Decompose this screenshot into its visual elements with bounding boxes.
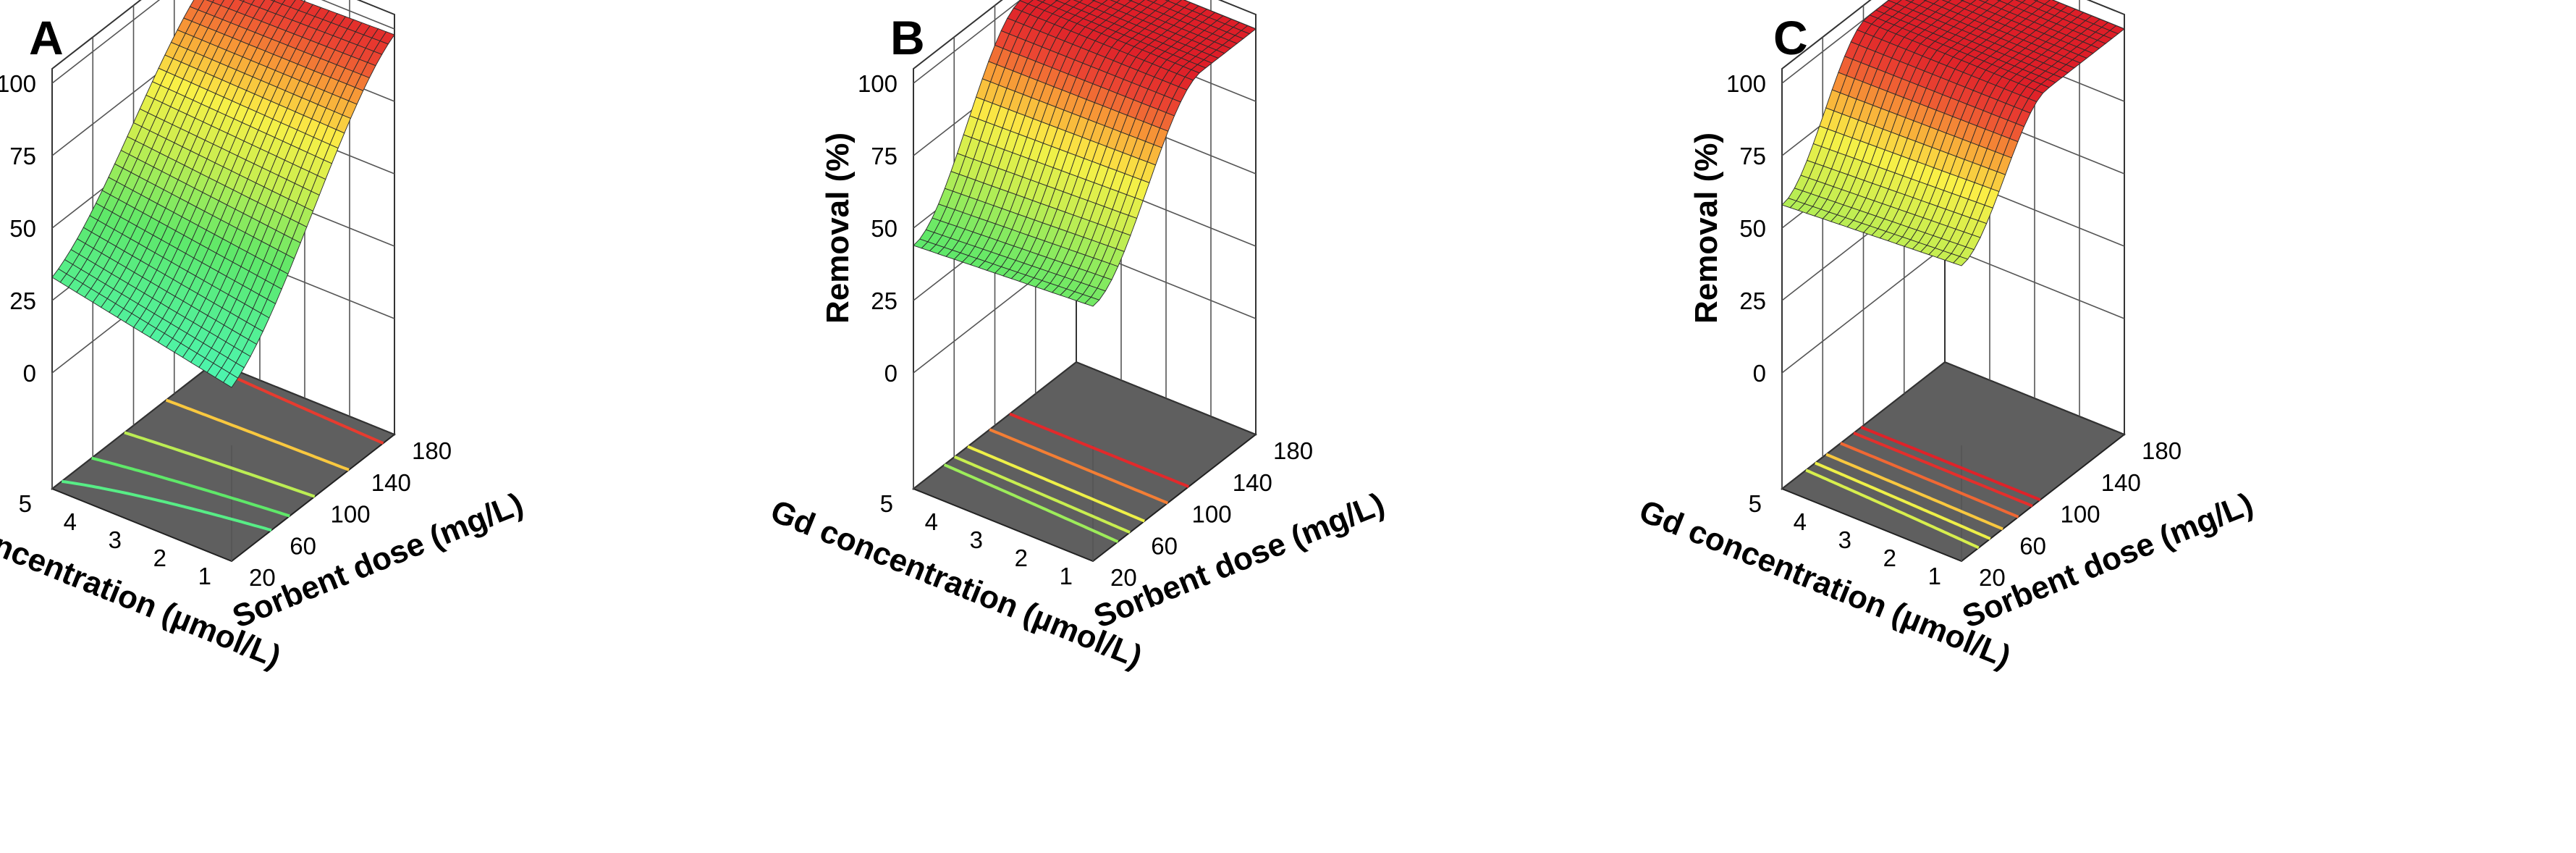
contour-line bbox=[943, 463, 1119, 543]
z-tick-label: 25 bbox=[1739, 287, 1766, 314]
z-tick-label: 75 bbox=[871, 143, 898, 169]
contour-line bbox=[967, 445, 1146, 523]
z-tick-label: 50 bbox=[9, 215, 36, 242]
contour-line bbox=[1825, 453, 2003, 531]
z-tick-label: 100 bbox=[1726, 70, 1766, 97]
y-tick-label: 100 bbox=[2061, 501, 2100, 528]
contour-line bbox=[209, 364, 384, 445]
y-tick-label: 60 bbox=[2019, 532, 2046, 559]
surface-patch bbox=[1084, 296, 1100, 307]
panel-label: A bbox=[29, 11, 64, 64]
z-tick-label: 0 bbox=[884, 360, 898, 387]
contour-line bbox=[1009, 412, 1190, 488]
y-tick-label: 180 bbox=[412, 437, 452, 464]
z-tick-label: 75 bbox=[1739, 143, 1766, 169]
contour-line bbox=[1805, 468, 1980, 550]
x-tick-label: 3 bbox=[1838, 526, 1851, 553]
z-tick-label: 75 bbox=[9, 143, 36, 169]
y-tick-label: 20 bbox=[1110, 564, 1137, 591]
z-axis-title: Removal (%) bbox=[820, 133, 856, 324]
y-tick-label: 180 bbox=[2142, 437, 2182, 464]
x-tick-label: 1 bbox=[198, 563, 211, 589]
contour-line bbox=[1840, 442, 2019, 518]
contour-line bbox=[124, 431, 316, 498]
y-tick-label: 140 bbox=[1233, 469, 1272, 496]
z-axis-title: Removal (%) bbox=[1689, 133, 1724, 324]
panel-label: B bbox=[890, 11, 925, 64]
x-tick-label: 4 bbox=[64, 508, 77, 535]
y-tick-label: 60 bbox=[1151, 532, 1178, 559]
x-tick-label: 5 bbox=[880, 490, 893, 517]
contour-floor bbox=[1781, 361, 2126, 563]
y-tick-label: 140 bbox=[371, 469, 411, 496]
panel-label: C bbox=[1773, 11, 1808, 64]
x-tick-label: 1 bbox=[1928, 563, 1941, 589]
x-tick-label: 5 bbox=[19, 490, 32, 517]
z-tick-label: 25 bbox=[9, 287, 36, 314]
contour-line bbox=[953, 455, 1131, 534]
x-tick-label: 2 bbox=[1015, 545, 1028, 571]
z-tick-label: 100 bbox=[0, 70, 36, 97]
back-wall-left bbox=[51, 0, 216, 491]
surface-patch bbox=[223, 372, 239, 388]
x-tick-label: 3 bbox=[109, 526, 122, 553]
x-tick-label: 3 bbox=[970, 526, 983, 553]
contour-line bbox=[1860, 426, 2041, 502]
wall-gridline bbox=[1781, 245, 2125, 374]
back-wall-left bbox=[913, 0, 1077, 491]
contour-line bbox=[1853, 432, 2033, 508]
contour-line bbox=[989, 428, 1169, 505]
contour-line bbox=[165, 398, 350, 471]
y-tick-label: 180 bbox=[1273, 437, 1313, 464]
y-tick-label: 60 bbox=[290, 532, 316, 559]
z-tick-label: 100 bbox=[858, 70, 898, 97]
contour-line bbox=[91, 456, 290, 518]
contour-line bbox=[1815, 461, 1991, 540]
y-tick-label: 20 bbox=[1979, 564, 2006, 591]
surface-patch bbox=[1952, 256, 1969, 266]
y-tick-label: 20 bbox=[249, 564, 276, 591]
z-tick-label: 50 bbox=[871, 215, 898, 242]
z-tick-label: 0 bbox=[1753, 360, 1766, 387]
x-tick-label: 5 bbox=[1749, 490, 1762, 517]
z-tick-label: 0 bbox=[23, 360, 36, 387]
x-tick-label: 4 bbox=[1794, 508, 1807, 535]
y-tick-label: 100 bbox=[1192, 501, 1232, 528]
x-tick-label: 2 bbox=[1883, 545, 1896, 571]
wall-gridline bbox=[51, 0, 395, 84]
y-tick-label: 140 bbox=[2101, 469, 2141, 496]
x-tick-label: 2 bbox=[153, 545, 166, 571]
z-tick-label: 50 bbox=[1739, 215, 1766, 242]
x-tick-label: 1 bbox=[1060, 563, 1073, 589]
back-wall-left bbox=[1781, 0, 1946, 491]
contour-line bbox=[61, 479, 272, 532]
z-tick-label: 25 bbox=[871, 287, 898, 314]
x-tick-label: 4 bbox=[925, 508, 938, 535]
y-tick-label: 100 bbox=[331, 501, 371, 528]
